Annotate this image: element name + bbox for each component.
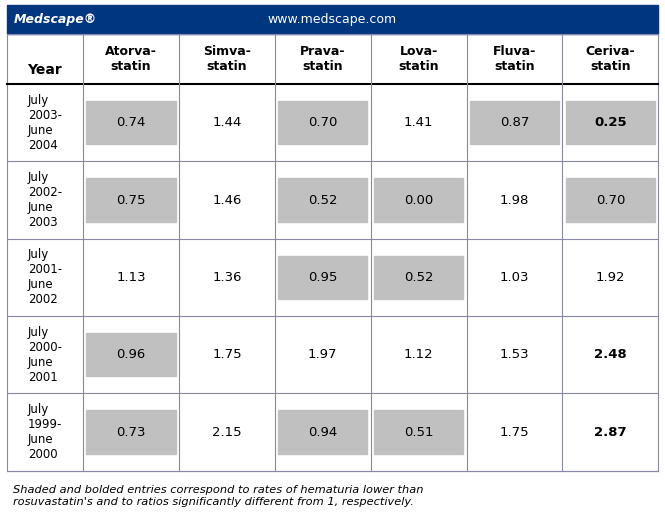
Text: 1.44: 1.44 (212, 116, 241, 129)
Bar (374, 178, 464, 222)
Text: 0.25: 0.25 (594, 116, 626, 129)
Text: 1.92: 1.92 (596, 271, 625, 284)
Bar (7, 239, 658, 316)
Text: 1.53: 1.53 (499, 348, 529, 361)
Text: 0.87: 0.87 (500, 116, 529, 129)
Bar (374, 410, 464, 454)
Text: Ceriva-
statin: Ceriva- statin (586, 45, 635, 73)
Text: July
1999-
June
2000: July 1999- June 2000 (28, 403, 62, 461)
Bar (7, 84, 658, 161)
Bar (86, 333, 176, 377)
Text: July
2000-
June
2001: July 2000- June 2001 (28, 326, 62, 384)
Text: 1.97: 1.97 (308, 348, 338, 361)
Text: 1.03: 1.03 (500, 271, 529, 284)
Bar (7, 316, 658, 393)
Bar (470, 101, 559, 145)
Bar (566, 178, 655, 222)
Text: 2.15: 2.15 (212, 426, 242, 439)
Text: 0.00: 0.00 (404, 194, 434, 207)
Text: July
2003-
June
2004: July 2003- June 2004 (28, 94, 62, 152)
Text: 1.98: 1.98 (500, 194, 529, 207)
Text: 1.46: 1.46 (212, 194, 241, 207)
Text: Prava-
statin: Prava- statin (300, 45, 346, 73)
Bar (278, 178, 368, 222)
Text: Simva-
statin: Simva- statin (203, 45, 251, 73)
Text: 0.70: 0.70 (308, 116, 338, 129)
Text: 0.75: 0.75 (116, 194, 146, 207)
Bar (86, 101, 176, 145)
Bar (278, 256, 368, 299)
Bar (7, 34, 658, 84)
Bar (7, 5, 658, 34)
Text: July
2002-
June
2003: July 2002- June 2003 (28, 171, 62, 229)
Bar (7, 471, 658, 521)
Text: 0.95: 0.95 (308, 271, 338, 284)
Text: www.medscape.com: www.medscape.com (268, 13, 397, 26)
Text: 0.52: 0.52 (404, 271, 434, 284)
Bar (374, 256, 464, 299)
Text: 1.12: 1.12 (404, 348, 434, 361)
Text: Medscape®: Medscape® (13, 13, 96, 26)
Text: 0.51: 0.51 (404, 426, 434, 439)
Text: 0.74: 0.74 (116, 116, 146, 129)
Text: 0.52: 0.52 (308, 194, 338, 207)
Text: Shaded and bolded entries correspond to rates of hematuria lower than
rosuvastat: Shaded and bolded entries correspond to … (13, 485, 424, 507)
Text: 0.70: 0.70 (596, 194, 625, 207)
Bar (278, 410, 368, 454)
Text: 0.94: 0.94 (308, 426, 337, 439)
Text: 0.96: 0.96 (116, 348, 146, 361)
Bar (7, 161, 658, 239)
Bar (566, 101, 655, 145)
Text: Year: Year (27, 63, 63, 77)
Text: 1.75: 1.75 (499, 426, 529, 439)
Text: 0.73: 0.73 (116, 426, 146, 439)
Text: July
2001-
June
2002: July 2001- June 2002 (28, 248, 62, 307)
Bar (7, 393, 658, 471)
Text: 1.36: 1.36 (212, 271, 241, 284)
Text: 1.13: 1.13 (116, 271, 146, 284)
Text: Atorva-
statin: Atorva- statin (105, 45, 157, 73)
Text: 1.41: 1.41 (404, 116, 434, 129)
Bar (278, 101, 368, 145)
Text: 1.75: 1.75 (212, 348, 242, 361)
Text: 2.48: 2.48 (594, 348, 627, 361)
Bar (86, 410, 176, 454)
Text: 2.87: 2.87 (594, 426, 626, 439)
Text: Lova-
statin: Lova- statin (398, 45, 439, 73)
Bar (86, 178, 176, 222)
Text: Fluva-
statin: Fluva- statin (493, 45, 536, 73)
